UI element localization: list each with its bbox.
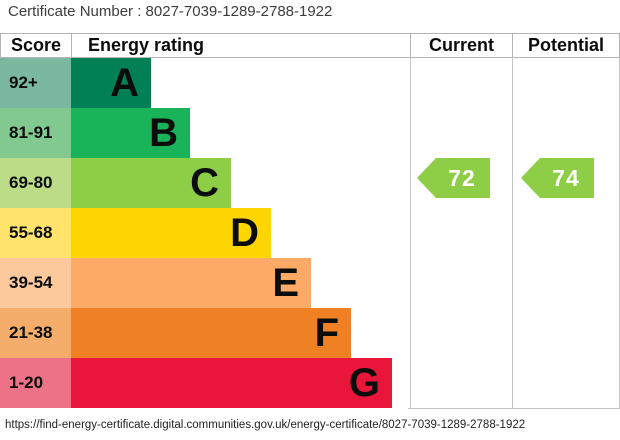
- band-a-bar: A: [71, 58, 151, 108]
- band-f-score-range: 21-38: [0, 308, 71, 358]
- rating-table-header: Score Energy rating Current Potential: [0, 33, 620, 58]
- certificate-number-title: Certificate Number : 8027-7039-1289-2788…: [8, 3, 333, 20]
- band-row-f: 21-38 F: [0, 308, 620, 358]
- current-column-header: Current: [410, 34, 512, 57]
- band-g-score-range: 1-20: [0, 358, 71, 408]
- energy-rating-column-header: Energy rating: [88, 35, 205, 55]
- band-row-c: 69-80 C: [0, 158, 620, 208]
- band-a-score-range: 92+: [0, 58, 71, 108]
- potential-column-header: Potential: [512, 34, 619, 57]
- band-c-score-range: 69-80: [0, 158, 71, 208]
- band-e-score-range: 39-54: [0, 258, 71, 308]
- band-d-score-range: 55-68: [0, 208, 71, 258]
- band-row-a: 92+ A: [0, 58, 620, 108]
- energy-rating-bands: 92+ A 81-91 B 69-80 C 55-68 D 39-54 E 21…: [0, 58, 620, 408]
- band-b-bar: B: [71, 108, 190, 158]
- score-column-header: Score: [1, 34, 72, 57]
- certificate-url: https://find-energy-certificate.digital.…: [5, 419, 526, 431]
- band-row-e: 39-54 E: [0, 258, 620, 308]
- band-e-bar: E: [71, 258, 311, 308]
- potential-column-left-gridline: [512, 58, 513, 408]
- table-bottom-border: [408, 408, 620, 409]
- band-d-bar: D: [71, 208, 271, 258]
- current-column-left-gridline: [410, 58, 411, 408]
- band-row-d: 55-68 D: [0, 208, 620, 258]
- band-row-b: 81-91 B: [0, 108, 620, 158]
- band-row-g: 1-20 G: [0, 358, 620, 408]
- band-g-bar: G: [71, 358, 392, 408]
- band-f-bar: F: [71, 308, 351, 358]
- band-c-bar: C: [71, 158, 231, 208]
- band-b-score-range: 81-91: [0, 108, 71, 158]
